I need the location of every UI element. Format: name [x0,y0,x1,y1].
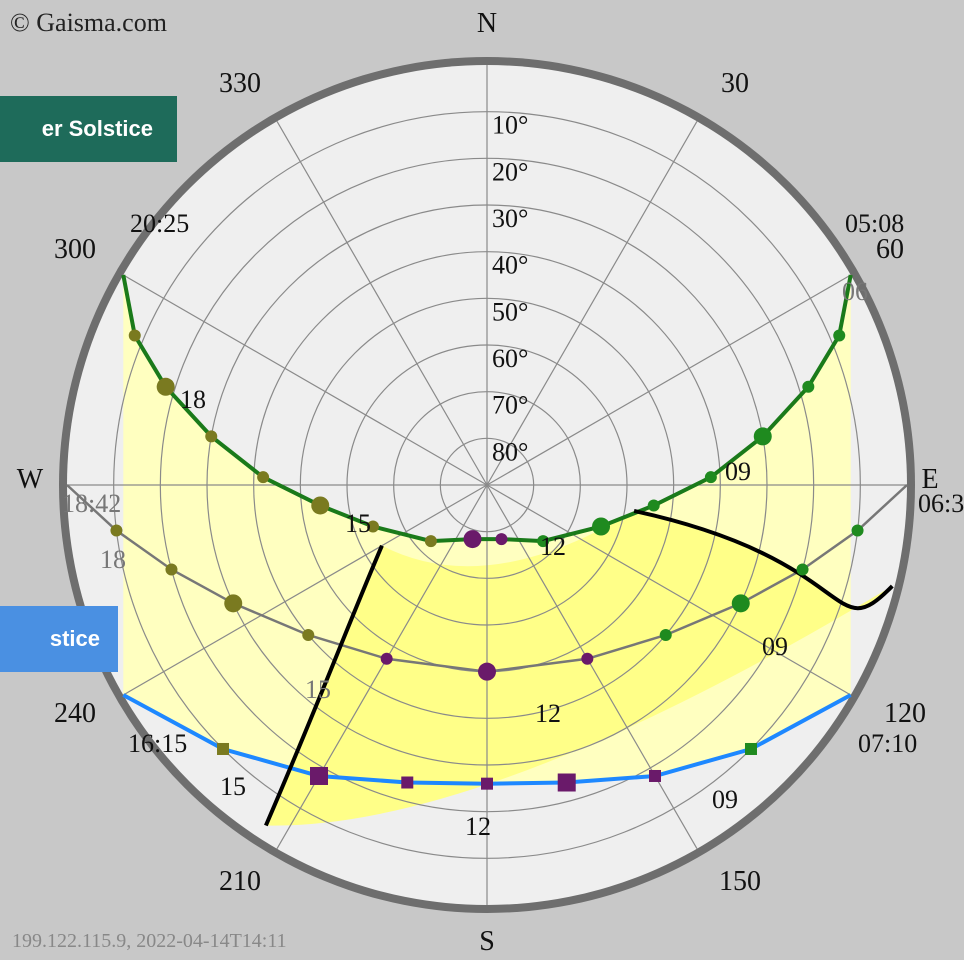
summer-hour-marker [537,535,550,548]
azimuth-label: 30 [721,68,749,99]
summer-hour-marker [463,530,482,549]
equinox-hour-marker [380,652,393,665]
summer-hour-marker [128,329,141,342]
summer-hour-marker [311,496,330,515]
azimuth-label: 150 [719,866,761,897]
equinox-hour-marker [731,594,750,613]
equinox-hour-marker [851,524,864,537]
winter-hour-marker [557,773,576,792]
elevation-label: 80° [492,437,528,466]
summer-hour-marker [704,471,717,484]
summer-solstice-path [121,274,853,544]
azimuth-label: 240 [54,698,96,729]
winter-hour-marker [401,776,414,789]
azimuth-spoke [486,120,698,486]
azimuth-label: 330 [219,68,261,99]
equinox-hour-marker [581,652,594,665]
summer-hour-marker [156,377,175,396]
equinox-sunset-time: 18:42 [62,489,121,518]
azimuth-label: 60 [876,234,904,265]
summer-solstice-callout: er Solstice [0,96,177,162]
elevation-label: 30° [492,204,528,233]
winter-solstice-callout: stice [0,606,118,672]
summer-hour-marker [802,380,815,393]
summer-hour-label: 15 [345,509,371,538]
summer-hour-marker [495,533,508,546]
summer-hour-marker [647,499,660,512]
elevation-label: 50° [492,297,528,326]
footer-ip-timestamp: 199.122.115.9, 2022-04-14T14:11 [12,930,287,952]
azimuth-spoke [122,274,488,486]
summer-hour-label: 06 [842,277,868,306]
summer-hour-marker [257,471,270,484]
summer-hour-marker [424,535,437,548]
azimuth-label: 210 [219,866,261,897]
winter-hour-label: 09 [712,785,738,814]
winter-hour-marker [217,742,230,755]
summer-hour-marker [366,520,379,533]
summer-hour-marker [205,430,218,443]
compass-label-s: S [479,926,495,957]
equinox-hour-marker [110,524,123,537]
summer-hour-label: 09 [725,457,751,486]
compass-label-w: W [17,464,44,495]
azimuth-spoke [276,484,488,850]
equinox-hour-label: 15 [305,675,331,704]
copyright-text: © Gaisma.com [10,8,167,37]
equinox-hour-marker [796,563,809,576]
azimuth-spoke [486,484,852,696]
winter-hour-marker [310,766,328,785]
equinox-hour-marker [224,594,243,613]
elevation-label: 60° [492,344,528,373]
winter-hour-marker [649,769,661,782]
azimuth-spoke [276,120,488,486]
summer-sunrise-time: 05:08 [845,209,904,238]
elevation-label: 40° [492,251,528,280]
elevation-label: 20° [492,157,528,186]
winter-sunrise-time: 07:10 [858,729,917,758]
winter-hour-label: 15 [220,772,246,801]
current-date-region [265,510,893,826]
equinox-hour-marker [165,563,178,576]
summer-hour-label: 12 [540,532,566,561]
equinox-hour-marker [302,628,315,641]
summer-hour-marker [753,427,772,446]
equinox-hour-label: 09 [762,632,788,661]
compass-label-e: E [921,464,938,495]
azimuth-spoke [122,484,488,696]
morning-boundary-curve [633,508,894,611]
afternoon-boundary-curve [264,544,384,827]
equinox-hour-marker [659,628,672,641]
equinox-hour-marker [478,662,496,681]
winter-hour-marker [744,742,757,755]
equinox-hour-label: 18 [100,545,126,574]
elevation-label: 10° [492,111,528,140]
compass-label-n: N [477,8,497,39]
azimuth-label: 120 [884,698,926,729]
azimuth-spoke [486,484,698,850]
winter-sunset-time: 16:15 [128,729,187,758]
azimuth-label: 300 [54,234,96,265]
summer-hour-label: 18 [180,385,206,414]
summer-sunset-time: 20:25 [130,209,189,238]
elevation-label: 70° [492,391,528,420]
equinox-sunrise-time: 06:3 [918,489,964,518]
winter-hour-label: 12 [465,812,491,841]
equinox-hour-label: 12 [535,699,561,728]
winter-hour-marker [481,777,493,790]
azimuth-spoke [486,274,852,486]
summer-hour-marker [592,517,611,536]
summer-hour-marker [833,329,846,342]
